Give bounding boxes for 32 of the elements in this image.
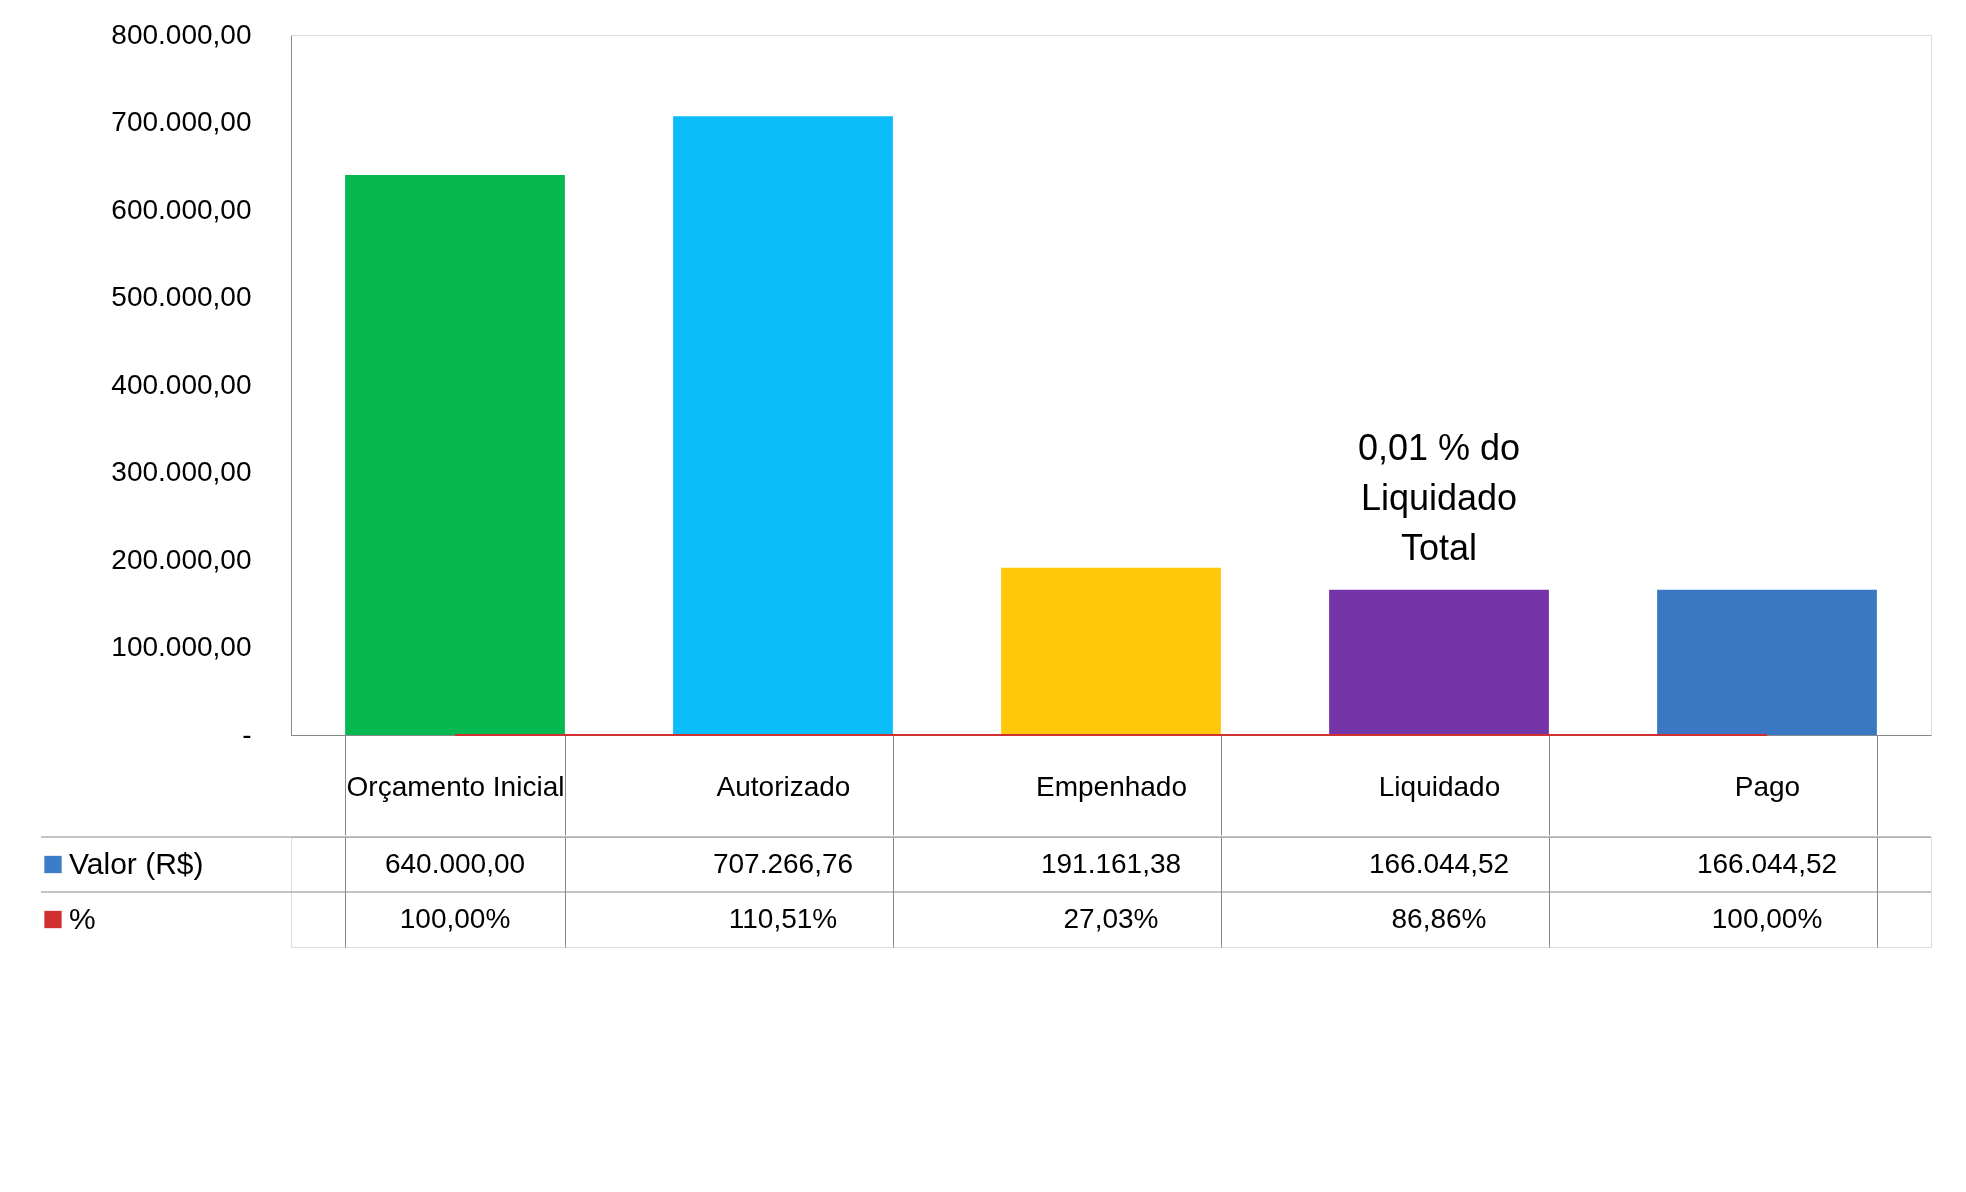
bar bbox=[1329, 589, 1549, 735]
data-label: 191.161,38 bbox=[1040, 847, 1182, 879]
data-label: 166.044,52 bbox=[1696, 847, 1838, 879]
data-label: 86,86% bbox=[1391, 902, 1487, 934]
bar bbox=[345, 175, 565, 735]
y-tick-label: - bbox=[242, 718, 252, 750]
y-tick-label: 300.000,00 bbox=[111, 456, 252, 487]
data-label: 640.000,00 bbox=[384, 847, 526, 879]
data-label: 100,00% bbox=[399, 902, 511, 934]
data-label: 100,00% bbox=[1711, 902, 1823, 934]
legend-label: Valor (R$) bbox=[69, 846, 204, 880]
bar bbox=[1657, 589, 1877, 735]
annotation: 0,01 % do Liquidado Total bbox=[1357, 426, 1521, 568]
x-tick-label: Orçamento Inicial bbox=[346, 770, 565, 802]
data-label: 27,03% bbox=[1063, 902, 1159, 934]
y-tick-label: 200.000,00 bbox=[111, 543, 252, 575]
x-tick-label: Empenhado bbox=[1035, 770, 1188, 802]
bar bbox=[1001, 567, 1221, 735]
y-tick-label: 800.000,00 bbox=[111, 18, 252, 50]
bar bbox=[673, 116, 893, 735]
x-tick-label: Autorizado bbox=[716, 770, 851, 802]
data-label: 166.044,52 bbox=[1368, 847, 1510, 879]
y-tick-label: 700.000,00 bbox=[111, 106, 252, 137]
x-tick-label: Pago bbox=[1734, 770, 1801, 802]
data-label: 707.266,76 bbox=[712, 847, 854, 879]
legend-label: % bbox=[69, 901, 96, 935]
data-label: 110,51% bbox=[728, 902, 838, 934]
y-tick-label: 400.000,00 bbox=[111, 368, 252, 400]
x-tick-label: Liquidado bbox=[1378, 770, 1501, 802]
y-tick-label: 100.000,00 bbox=[111, 631, 252, 662]
y-tick-label: 600.000,00 bbox=[111, 193, 252, 225]
y-tick-label: 500.000,00 bbox=[111, 281, 252, 312]
